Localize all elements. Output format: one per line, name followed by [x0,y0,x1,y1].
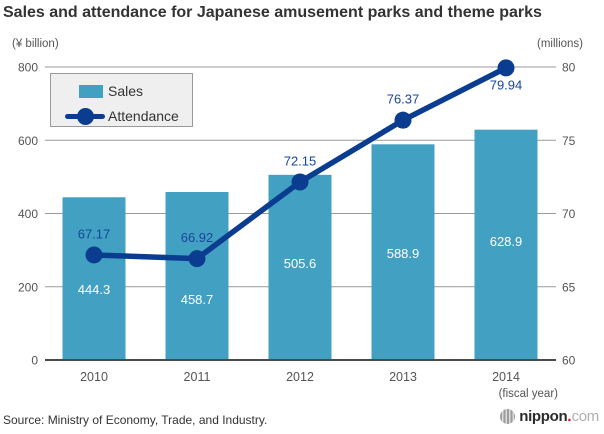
sales-value-label-2013: 588.9 [387,246,420,261]
attendance-value-label-2013: 76.37 [387,92,420,107]
attendance-marker-2011 [188,250,206,268]
attendance-value-label-2012: 72.15 [284,154,317,169]
sales-bar-2010 [62,197,126,360]
attendance-marker-2010 [85,246,103,264]
sales-value-label-2014: 628.9 [490,234,523,249]
sales-legend-swatch [79,85,103,98]
sales-legend-label: Sales [108,83,144,99]
nippon-globe-icon [500,409,516,424]
attendance-value-label-2011: 66.92 [181,230,214,245]
nippon-com-logo: nippon . com [500,408,599,425]
sales-value-label-2010: 444.3 [78,282,111,297]
attendance-marker-2012 [291,173,309,191]
left-axis-tick-label: 600 [18,134,38,148]
source-note: Source: Ministry of Economy, Trade, and … [3,413,268,427]
sales-bar-2012 [268,174,332,360]
attendance-marker-2014 [497,59,515,77]
sales-bar-2013 [371,144,435,360]
attendance-legend-label: Attendance [108,108,179,124]
attendance-value-label-2014: 79.94 [490,77,523,92]
right-axis-tick-label: 65 [562,280,576,294]
fiscal-year-note: (fiscal year) [499,388,559,400]
chart-title: Sales and attendance for Japanese amusem… [3,4,542,21]
attendance-marker-2013 [394,111,412,129]
sales-value-label-2011: 458.7 [181,292,214,307]
logo-tld-text: com [571,408,600,425]
sales-value-label-2012: 505.6 [284,256,317,271]
attendance-legend-marker-icon [77,108,94,125]
x-axis-label-2011: 2011 [184,370,211,384]
logo-dot-text: . [567,408,572,425]
left-axis-tick-label: 0 [31,354,38,368]
left-axis-unit-label: (¥ billion) [12,38,59,50]
sales-bar-2011 [165,192,229,360]
x-axis-label-2014: 2014 [492,370,520,384]
chart-legend: Sales Attendance [50,73,193,127]
right-axis-tick-label: 60 [562,354,576,368]
left-axis-tick-label: 400 [18,207,38,221]
x-axis-label-2010: 2010 [80,370,108,384]
left-axis-tick-label: 200 [18,280,38,294]
left-axis-tick-label: 800 [18,61,38,75]
right-axis-unit-label: (millions) [537,38,583,50]
right-axis-tick-label: 75 [562,134,576,148]
right-axis-tick-label: 80 [562,61,576,75]
right-axis-tick-label: 70 [562,207,576,221]
x-axis-label-2012: 2012 [286,370,314,384]
attendance-value-label-2010: 67.17 [78,226,111,241]
logo-name-text: nippon [519,408,568,425]
x-axis-label-2013: 2013 [389,370,417,384]
sales-bar-2014 [474,129,538,360]
